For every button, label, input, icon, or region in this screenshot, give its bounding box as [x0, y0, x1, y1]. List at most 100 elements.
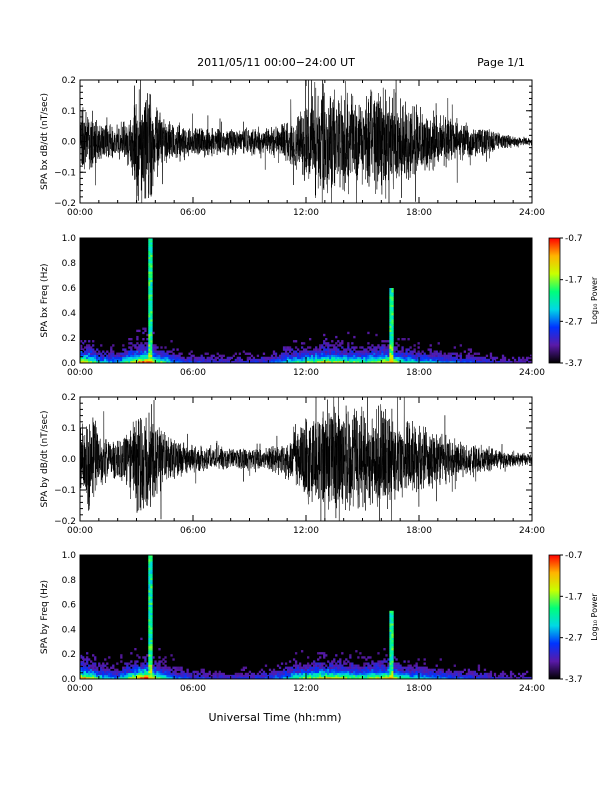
heatmap-cell: [389, 360, 392, 364]
heatmap-cell: [246, 356, 250, 360]
heatmap-cell: [453, 346, 456, 349]
heatmap-cell: [345, 354, 348, 358]
heatmap-cell: [327, 358, 330, 362]
heatmap-cell: [150, 325, 153, 328]
heatmap-cell: [479, 672, 483, 676]
heatmap-cell: [327, 670, 330, 674]
heatmap-cell: [134, 672, 137, 676]
heatmap-cell: [415, 352, 418, 355]
heatmap-cell: [335, 672, 338, 676]
heatmap-cell: [367, 672, 370, 676]
heatmap-cell: [86, 344, 89, 347]
heatmap-cell: [391, 654, 394, 657]
heatmap-cell: [192, 672, 195, 676]
heatmap-cell: [391, 633, 394, 636]
heatmap-cell: [172, 352, 175, 355]
heatmap-cell: [529, 360, 533, 364]
heatmap-cell: [341, 672, 344, 676]
heatmap-cell: [371, 350, 374, 353]
heatmap-cell: [302, 342, 306, 345]
heatmap-cell: [80, 666, 83, 669]
heatmap-cell: [381, 360, 384, 364]
heatmap-cell: [102, 674, 105, 678]
heatmap-cell: [148, 254, 151, 258]
heatmap-cell: [124, 674, 127, 678]
heatmap-cell: [327, 354, 330, 358]
heatmap-cell: [311, 354, 314, 358]
heatmap-cell: [459, 354, 462, 358]
heatmap-cell: [339, 666, 342, 669]
heatmap-cell: [302, 672, 306, 676]
colorbar-label: Log₁₀ Power: [590, 593, 599, 641]
heatmap-cell: [216, 676, 219, 680]
heatmap-cell: [214, 674, 217, 678]
heatmap-cell: [284, 666, 288, 669]
heatmap-cell: [292, 354, 296, 358]
heatmap-cell: [489, 676, 493, 680]
heatmap-cell: [144, 348, 147, 351]
heatmap-cell: [309, 674, 312, 678]
heatmap-cell: [387, 356, 390, 360]
heatmap-cell: [397, 350, 400, 353]
heatmap-cell: [389, 296, 392, 299]
heatmap-cell: [401, 666, 404, 669]
heatmap-cell: [381, 672, 384, 676]
heatmap-cell: [158, 656, 161, 659]
heatmap-cell: [92, 352, 95, 355]
heatmap-cell: [335, 654, 338, 657]
heatmap-cell: [142, 358, 145, 362]
heatmap-cell: [529, 356, 533, 360]
heatmap-cell: [150, 279, 153, 283]
heatmap-cell: [349, 668, 352, 672]
heatmap-cell: [88, 354, 91, 358]
heatmap-cell: [385, 672, 388, 676]
heatmap-cell: [331, 670, 334, 674]
heatmap-cell: [385, 676, 388, 680]
heatmap-cell: [86, 672, 89, 676]
heatmap-cell: [264, 358, 268, 362]
heatmap-cell: [385, 360, 388, 364]
heatmap-cell: [230, 674, 233, 678]
heatmap-cell: [399, 350, 402, 353]
heatmap-cell: [80, 664, 83, 667]
heatmap-cell: [140, 356, 143, 360]
heatmap-cell: [170, 358, 173, 362]
heatmap-cell: [411, 674, 414, 678]
heatmap-cell: [148, 300, 151, 303]
heatmap-cell: [323, 354, 326, 358]
heatmap-cell: [94, 672, 97, 676]
heatmap-cell: [401, 350, 404, 353]
heatmap-cell: [405, 668, 408, 672]
heatmap-cell: [391, 658, 394, 661]
heatmap-cell: [150, 594, 153, 597]
heatmap-cell: [445, 354, 448, 358]
heatmap-cell: [437, 360, 440, 364]
heatmap-cell: [483, 676, 487, 680]
heatmap-cell: [489, 360, 493, 364]
heatmap-cell: [391, 623, 394, 626]
panels-group: 00:00 06:00 12:00 18:00 24:000.20.10.0−0.1−0…: [40, 76, 599, 694]
heatmap-cell: [290, 348, 294, 351]
heatmap-cell: [499, 676, 503, 680]
heatmap-cell: [160, 350, 163, 353]
heatmap-cell: [355, 350, 358, 353]
heatmap-cell: [379, 354, 382, 358]
heatmap-cell: [497, 676, 501, 680]
heatmap-cell: [92, 668, 95, 672]
heatmap-cell: [393, 676, 396, 680]
heatmap-cell: [321, 356, 324, 360]
heatmap-cell: [84, 358, 87, 362]
heatmap-cell: [148, 333, 151, 337]
heatmap-cell: [363, 670, 366, 674]
heatmap-cell: [82, 342, 85, 345]
heatmap-cell: [84, 354, 87, 358]
heatmap-cell: [148, 658, 151, 661]
heatmap-cell: [252, 676, 256, 680]
heatmap-cell: [294, 660, 298, 663]
heatmap-cell: [381, 660, 384, 663]
heatmap-cell: [176, 354, 179, 358]
heatmap-cell: [383, 340, 386, 343]
heatmap-cell: [122, 668, 125, 672]
heatmap-cell: [451, 356, 454, 360]
heatmap-cell: [421, 674, 424, 678]
